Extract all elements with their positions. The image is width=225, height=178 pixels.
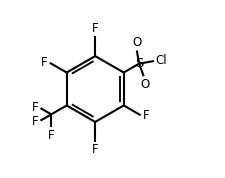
Text: F: F bbox=[41, 56, 48, 69]
Text: F: F bbox=[48, 129, 54, 142]
Text: F: F bbox=[142, 109, 148, 122]
Text: O: O bbox=[139, 78, 148, 91]
Text: F: F bbox=[32, 101, 38, 114]
Text: F: F bbox=[92, 22, 98, 35]
Text: S: S bbox=[134, 57, 143, 70]
Text: Cl: Cl bbox=[155, 54, 167, 67]
Text: F: F bbox=[32, 115, 38, 128]
Text: O: O bbox=[132, 36, 141, 49]
Text: F: F bbox=[92, 143, 98, 156]
